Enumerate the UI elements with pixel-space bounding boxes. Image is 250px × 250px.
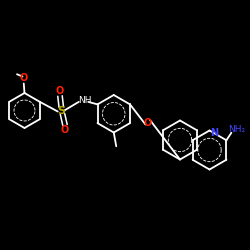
Text: N: N [210,128,218,138]
Text: O: O [61,125,69,135]
Text: S: S [57,106,65,116]
Text: O: O [56,86,64,97]
Text: NH₂: NH₂ [228,124,245,134]
Text: NH: NH [78,96,91,105]
Text: O: O [19,74,28,84]
Text: O: O [144,118,152,128]
